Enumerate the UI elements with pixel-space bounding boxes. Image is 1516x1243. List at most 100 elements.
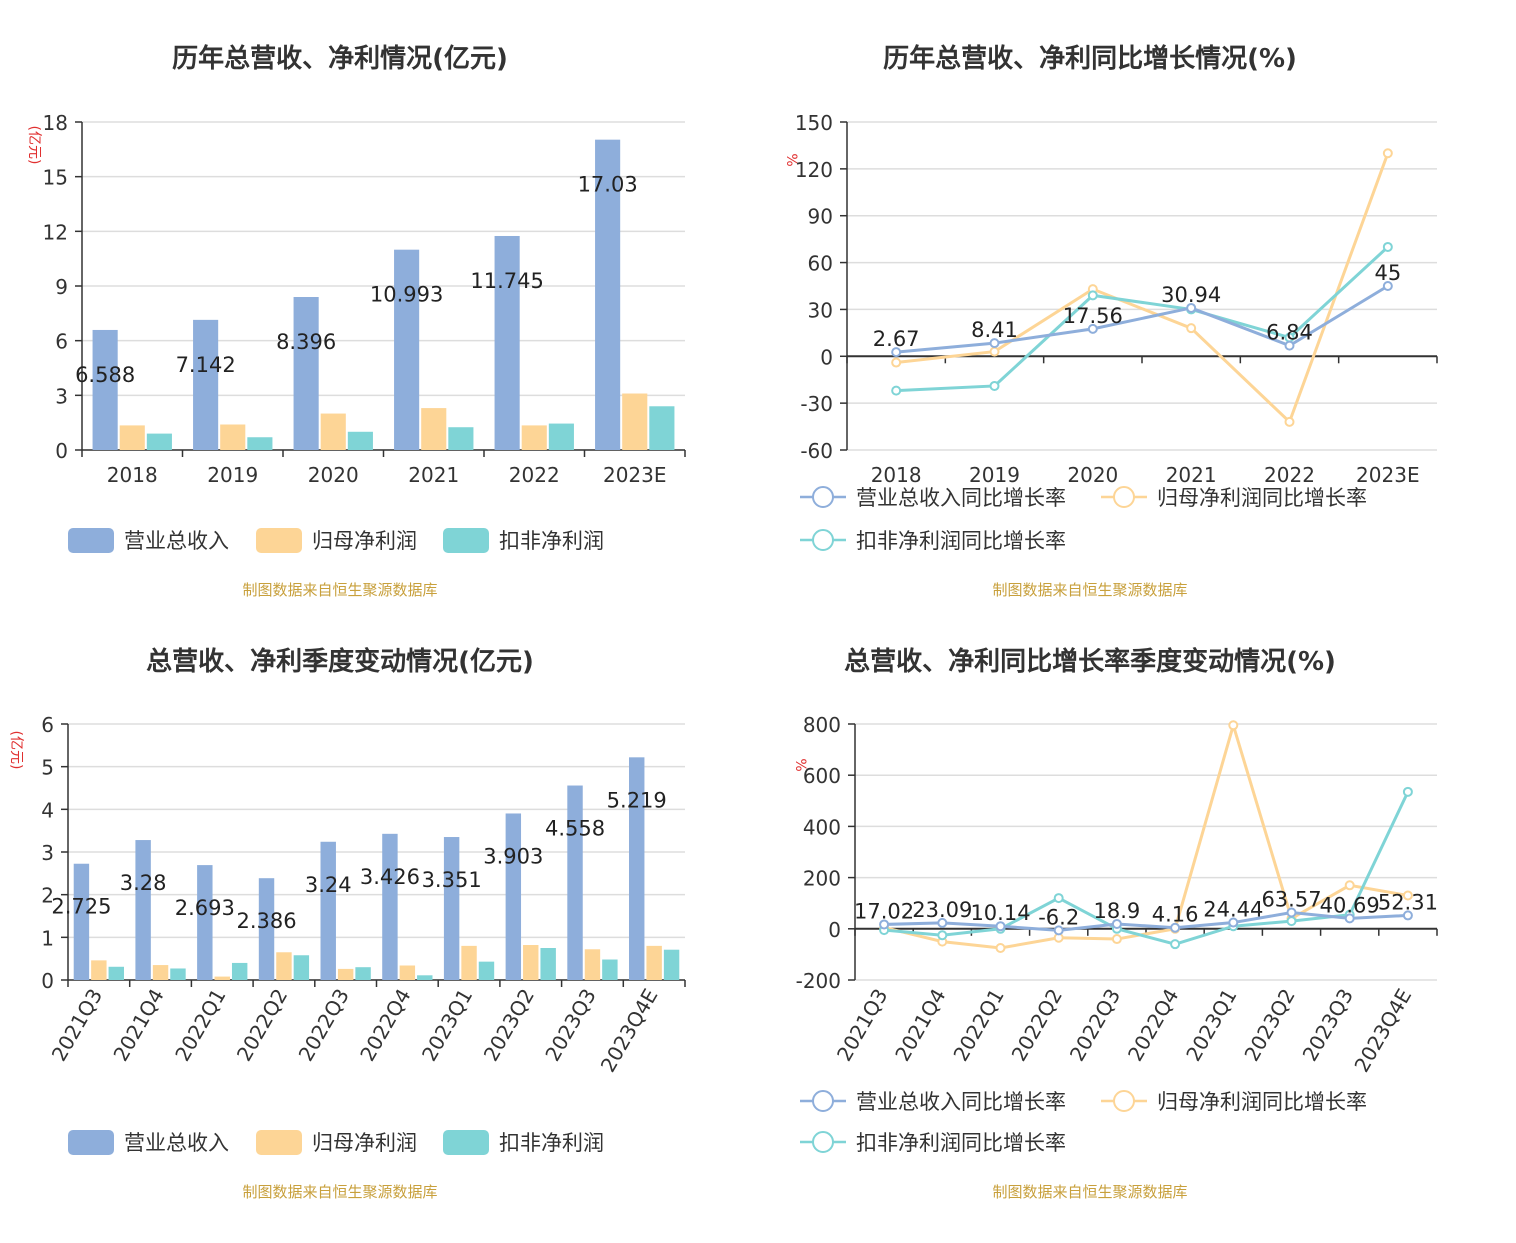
x-tick-label: 2020: [308, 463, 359, 487]
x-tick-label: 2022Q3: [294, 985, 354, 1066]
y-tick-label: 3: [41, 841, 54, 865]
data-label: 8.41: [971, 318, 1018, 342]
x-tick-label: 2021Q3: [47, 985, 107, 1066]
bar: [146, 433, 172, 450]
data-label: 17.02: [854, 899, 914, 923]
y-tick-label: -30: [800, 392, 833, 416]
data-label: 3.426: [360, 865, 420, 889]
x-tick-label: 2022: [1264, 463, 1315, 487]
series-line: [883, 791, 1410, 946]
y-tick-label: 30: [808, 298, 833, 322]
data-label: 2.386: [236, 909, 296, 933]
bar: [119, 425, 145, 450]
series-line: [896, 152, 1390, 425]
x-tick-label: 2023Q4E: [596, 985, 663, 1077]
bar: [584, 949, 601, 980]
x-tick-label: 2023Q4E: [1349, 985, 1416, 1077]
chart-quarterly-growth: 总营收、净利同比增长率季度变动情况(%)% -200 0 200 400 600 800 20…: [792, 646, 1438, 1201]
bar: [337, 968, 354, 980]
data-point: [1087, 290, 1098, 301]
legend-label: 扣非净利润同比增长率: [856, 1131, 1066, 1155]
bar: [193, 319, 219, 450]
bar: [443, 837, 460, 980]
legend-label: 归母净利润同比增长率: [1157, 486, 1367, 510]
legend-marker: [812, 1090, 834, 1112]
data-label: 17.56: [1063, 304, 1123, 328]
source-note: 制图数据来自恒生聚源数据库: [992, 581, 1187, 599]
y-tick-label: 120: [795, 158, 833, 182]
data-label: 40.69: [1320, 893, 1380, 917]
data-label: 6.84: [1266, 321, 1313, 345]
bar: [494, 235, 520, 450]
bar: [276, 952, 292, 980]
data-label: 24.44: [1203, 898, 1263, 922]
source-note: 制图数据来自恒生聚源数据库: [242, 581, 437, 599]
x-tick-label: 2021: [408, 463, 459, 487]
data-label: 4.558: [545, 817, 605, 841]
source-note: 制图数据来自恒生聚源数据库: [992, 1183, 1187, 1201]
bar: [417, 975, 433, 980]
data-label: 5.219: [607, 788, 667, 812]
x-tick-label: 2018: [871, 463, 922, 487]
data-point: [989, 338, 1000, 349]
chart-title: 总营收、净利同比增长率季度变动情况(%): [844, 646, 1336, 677]
bar: [646, 945, 662, 980]
data-point: [1284, 340, 1295, 351]
data-point: [1382, 148, 1393, 159]
x-tick-label: 2023E: [603, 463, 667, 487]
data-label: 8.396: [276, 330, 336, 354]
bar: [629, 757, 645, 980]
bar: [399, 965, 416, 980]
x-tick-label: 2023Q2: [479, 985, 539, 1066]
data-point: [1402, 786, 1413, 797]
data-point: [1170, 922, 1181, 933]
legend-swatch: [68, 1130, 114, 1155]
data-label: 18.9: [1094, 899, 1141, 923]
data-point: [1053, 925, 1064, 936]
data-label: 3.24: [305, 873, 352, 897]
data-point: [1111, 918, 1122, 929]
data-point: [995, 921, 1006, 932]
y-tick-label: 0: [820, 345, 833, 369]
legend-label: 归母净利润: [312, 529, 417, 553]
x-tick-label: 2022Q1: [948, 985, 1008, 1066]
data-point: [1087, 323, 1098, 334]
y-tick-label: 90: [808, 205, 833, 229]
data-label: 52.31: [1378, 890, 1438, 914]
bar: [73, 863, 90, 980]
series-line: [883, 719, 1409, 950]
data-point: [1382, 241, 1393, 252]
x-tick-label: 2021: [1166, 463, 1217, 487]
x-tick-label: 2022Q3: [1065, 985, 1125, 1066]
y-tick-label: -60: [800, 439, 833, 463]
data-label: 3.28: [120, 871, 167, 895]
bar: [293, 297, 319, 450]
series-line: [896, 245, 1389, 393]
bar: [320, 841, 336, 980]
y-tick-label: 12: [43, 220, 68, 244]
y-tick-label: 400: [803, 815, 841, 839]
x-tick-label: 2021Q4: [890, 985, 950, 1066]
bar: [231, 962, 248, 980]
y-axis-unit: (亿元): [26, 126, 42, 165]
bar: [622, 393, 648, 450]
legend-marker: [812, 529, 834, 551]
bar: [548, 423, 574, 450]
data-label: 2.67: [873, 327, 920, 351]
data-point: [1402, 890, 1413, 901]
data-label: 63.57: [1261, 888, 1321, 912]
bar: [91, 960, 107, 980]
data-label: 23.09: [912, 898, 972, 922]
y-tick-label: 6: [41, 713, 54, 737]
bar: [197, 865, 213, 980]
data-label: 10.993: [370, 283, 443, 307]
chart-title: 历年总营收、净利同比增长情况(%): [883, 43, 1297, 74]
y-tick-label: 0: [55, 439, 68, 463]
data-point: [937, 930, 948, 941]
data-point: [1170, 939, 1181, 950]
legend-label: 归母净利润: [312, 1131, 417, 1155]
bar: [108, 966, 124, 980]
legend-label: 营业总收入同比增长率: [856, 1090, 1066, 1114]
data-label: 17.03: [578, 173, 638, 197]
data-point: [1111, 934, 1122, 945]
